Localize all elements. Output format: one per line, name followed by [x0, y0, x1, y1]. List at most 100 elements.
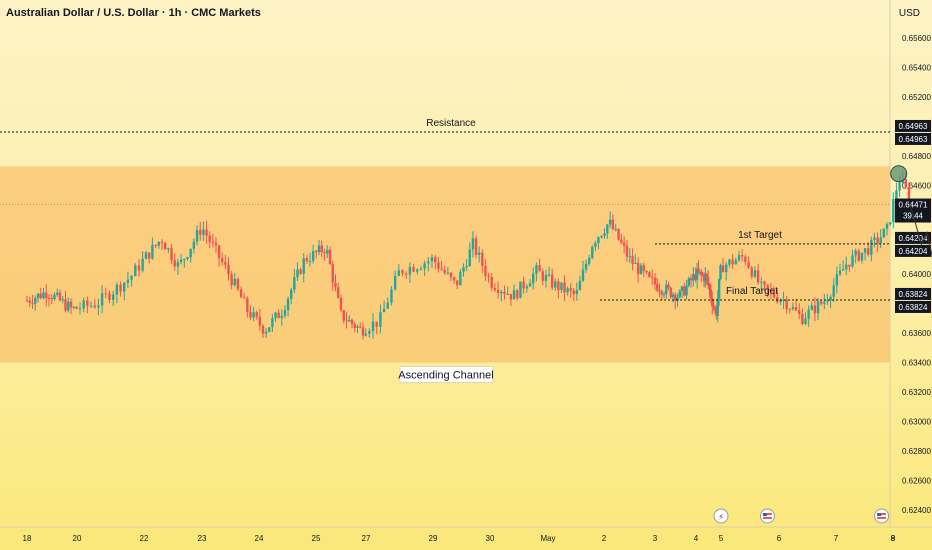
candle-body — [563, 282, 566, 293]
candle-body — [772, 291, 776, 298]
candle-body — [650, 276, 654, 278]
candle-body — [734, 260, 737, 265]
candle-body — [163, 243, 167, 250]
price-tag-label: 0.63824 — [899, 290, 928, 299]
candle-body — [339, 298, 343, 311]
projection-arrow — [909, 204, 932, 258]
candle-body — [115, 284, 119, 295]
candle-body — [305, 258, 309, 262]
candle-body — [258, 316, 262, 326]
candle-body — [737, 255, 741, 261]
candle-body — [867, 248, 870, 255]
candle-body — [882, 228, 886, 238]
candle-body — [119, 284, 122, 292]
x-tick-label: 8 — [891, 534, 896, 543]
candle-body — [804, 318, 807, 325]
candle-body — [75, 306, 78, 309]
y-tick-label: 0.63000 — [902, 418, 931, 427]
candle-body — [350, 319, 354, 324]
candle-body — [907, 186, 911, 201]
candle-body — [763, 281, 766, 285]
candle-body — [205, 229, 208, 236]
candle-body — [268, 327, 271, 332]
price-tag — [895, 132, 931, 145]
candle-body — [134, 265, 137, 277]
currency-label: USD — [898, 8, 920, 19]
candle-body — [870, 239, 873, 255]
candle-body — [255, 312, 258, 317]
candle-body — [214, 242, 218, 246]
candle-body — [719, 265, 722, 280]
candle-body — [45, 292, 48, 299]
x-tick-label: 18 — [23, 534, 32, 543]
candle-body — [716, 298, 719, 316]
candle-body — [359, 326, 362, 328]
candle-body — [662, 294, 666, 296]
price-tag — [895, 244, 931, 257]
candle-body — [179, 259, 183, 263]
candle-body — [725, 264, 728, 273]
candle-body — [137, 265, 141, 271]
candle-body — [873, 237, 876, 240]
candle-body — [807, 309, 810, 319]
candle-body — [611, 219, 615, 230]
candle-body — [236, 278, 240, 290]
candle-body — [704, 273, 707, 282]
candle-body — [560, 282, 563, 291]
candle-body — [892, 199, 895, 223]
candle-body — [430, 257, 434, 262]
candle-body — [151, 244, 154, 259]
candle-body — [747, 261, 750, 268]
candle-body — [221, 258, 224, 262]
candle-body — [554, 281, 557, 288]
candle-body — [895, 190, 898, 200]
candle-body — [386, 302, 389, 309]
price-tag-label: 0.64204 — [899, 234, 928, 243]
candle-body — [744, 256, 747, 262]
candle-body — [25, 300, 29, 302]
candle-body — [625, 245, 629, 257]
candle-body — [813, 305, 817, 314]
candle-body — [390, 289, 393, 303]
candle-body — [791, 307, 795, 310]
candle-body — [58, 292, 62, 301]
level-label: 1st Target — [738, 230, 782, 241]
candle-body — [183, 259, 186, 261]
candle-body — [230, 274, 233, 286]
candle-body — [160, 241, 164, 244]
lightning-icon[interactable] — [713, 508, 729, 524]
candle-body — [274, 312, 277, 319]
candle-body — [785, 299, 788, 310]
candle-body — [211, 241, 215, 243]
y-tick-label: 0.64600 — [902, 182, 931, 191]
candle-body — [694, 274, 697, 280]
zone-label-box — [399, 366, 494, 383]
candle-body — [353, 323, 356, 328]
candle-body — [202, 229, 205, 235]
candle-body — [860, 252, 864, 261]
candle-body — [69, 301, 73, 308]
flag-canton — [877, 513, 882, 516]
x-tick-label: 25 — [312, 534, 321, 543]
y-tick-label: 0.63600 — [902, 329, 931, 338]
candle-body — [446, 272, 450, 274]
lightning-glyph: ⚡ — [718, 513, 724, 523]
candle-body — [581, 269, 585, 281]
peak-marker[interactable] — [890, 165, 908, 183]
x-tick-label: 3 — [653, 534, 658, 543]
candle-body — [525, 286, 529, 289]
candle-body — [766, 284, 769, 290]
candle-body — [801, 313, 804, 325]
candle-body — [449, 272, 453, 278]
candle-body — [888, 222, 892, 225]
candle-body — [857, 250, 860, 261]
candle-body — [538, 265, 541, 272]
candle-body — [544, 274, 548, 281]
candle-body — [614, 228, 617, 230]
y-tick-label: 0.63400 — [902, 359, 931, 368]
candle-body — [468, 249, 471, 267]
candle-body — [683, 286, 686, 296]
candle-body — [851, 255, 854, 267]
candle-body — [277, 312, 280, 319]
